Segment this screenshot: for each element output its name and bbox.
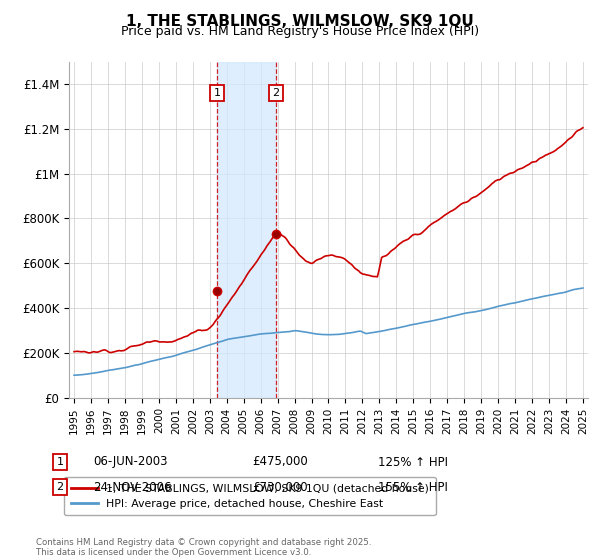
- Text: £475,000: £475,000: [252, 455, 308, 469]
- Text: 1, THE STABLINGS, WILMSLOW, SK9 1QU: 1, THE STABLINGS, WILMSLOW, SK9 1QU: [126, 14, 474, 29]
- Text: 125% ↑ HPI: 125% ↑ HPI: [378, 455, 448, 469]
- Text: 24-NOV-2006: 24-NOV-2006: [93, 480, 172, 494]
- Text: Contains HM Land Registry data © Crown copyright and database right 2025.
This d: Contains HM Land Registry data © Crown c…: [36, 538, 371, 557]
- Bar: [217, 62, 276, 398]
- Legend: 1, THE STABLINGS, WILMSLOW, SK9 1QU (detached house), HPI: Average price, detach: 1, THE STABLINGS, WILMSLOW, SK9 1QU (det…: [64, 477, 436, 515]
- Text: 2: 2: [56, 482, 64, 492]
- Text: 155% ↑ HPI: 155% ↑ HPI: [378, 480, 448, 494]
- Text: 2: 2: [272, 88, 280, 98]
- Text: 1: 1: [56, 457, 64, 467]
- Text: £730,000: £730,000: [252, 480, 308, 494]
- Text: 06-JUN-2003: 06-JUN-2003: [93, 455, 167, 469]
- Text: 1: 1: [214, 88, 221, 98]
- Text: Price paid vs. HM Land Registry's House Price Index (HPI): Price paid vs. HM Land Registry's House …: [121, 25, 479, 38]
